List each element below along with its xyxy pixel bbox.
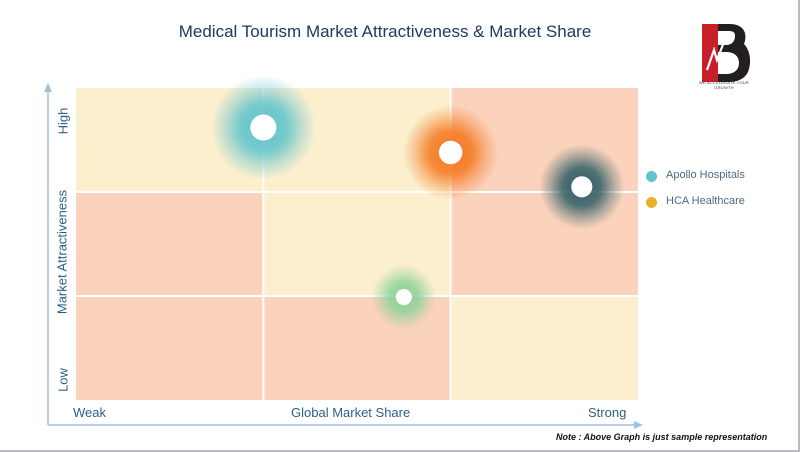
x-tick-strong: Strong — [588, 405, 627, 420]
legend-label-hca: HCA Healthcare — [666, 195, 745, 207]
y-axis-title: Market Attractiveness — [54, 189, 70, 315]
matrix-cell-r2-c2 — [450, 296, 638, 400]
bubble-point-2 — [571, 176, 593, 198]
logo-text: BRAND ESSENCE — [694, 37, 699, 72]
brand-logo: BRAND ESSENCE — [694, 24, 751, 82]
matrix-cell-r1-c0 — [76, 192, 264, 296]
y-tick-low: Low — [55, 368, 71, 392]
bubble-point-0 — [250, 114, 277, 141]
x-axis-arrow — [634, 421, 643, 429]
y-tick-high: High — [55, 107, 71, 135]
legend-item-apollo: Apollo Hospitals — [646, 168, 746, 182]
legend: Apollo Hospitals HCA Healthcare — [646, 168, 746, 220]
legend-swatch-apollo — [646, 171, 657, 182]
bubble-point-3 — [395, 288, 412, 306]
y-axis-arrow — [44, 83, 52, 92]
legend-label-apollo: Apollo Hospitals — [666, 169, 745, 181]
logo-tagline: WE ACCELERATE YOUR GROWTH — [699, 80, 749, 90]
bubble-point-1 — [438, 140, 463, 165]
x-axis-title: Global Market Share — [291, 405, 411, 420]
legend-item-hca: HCA Healthcare — [646, 194, 746, 208]
chart-title: Medical Tourism Market Attractiveness & … — [178, 22, 592, 41]
x-tick-weak: Weak — [73, 405, 106, 420]
footnote: Note : Above Graph is just sample repres… — [556, 432, 768, 442]
legend-swatch-hca — [646, 197, 657, 208]
matrix-cell-r2-c0 — [76, 296, 264, 400]
